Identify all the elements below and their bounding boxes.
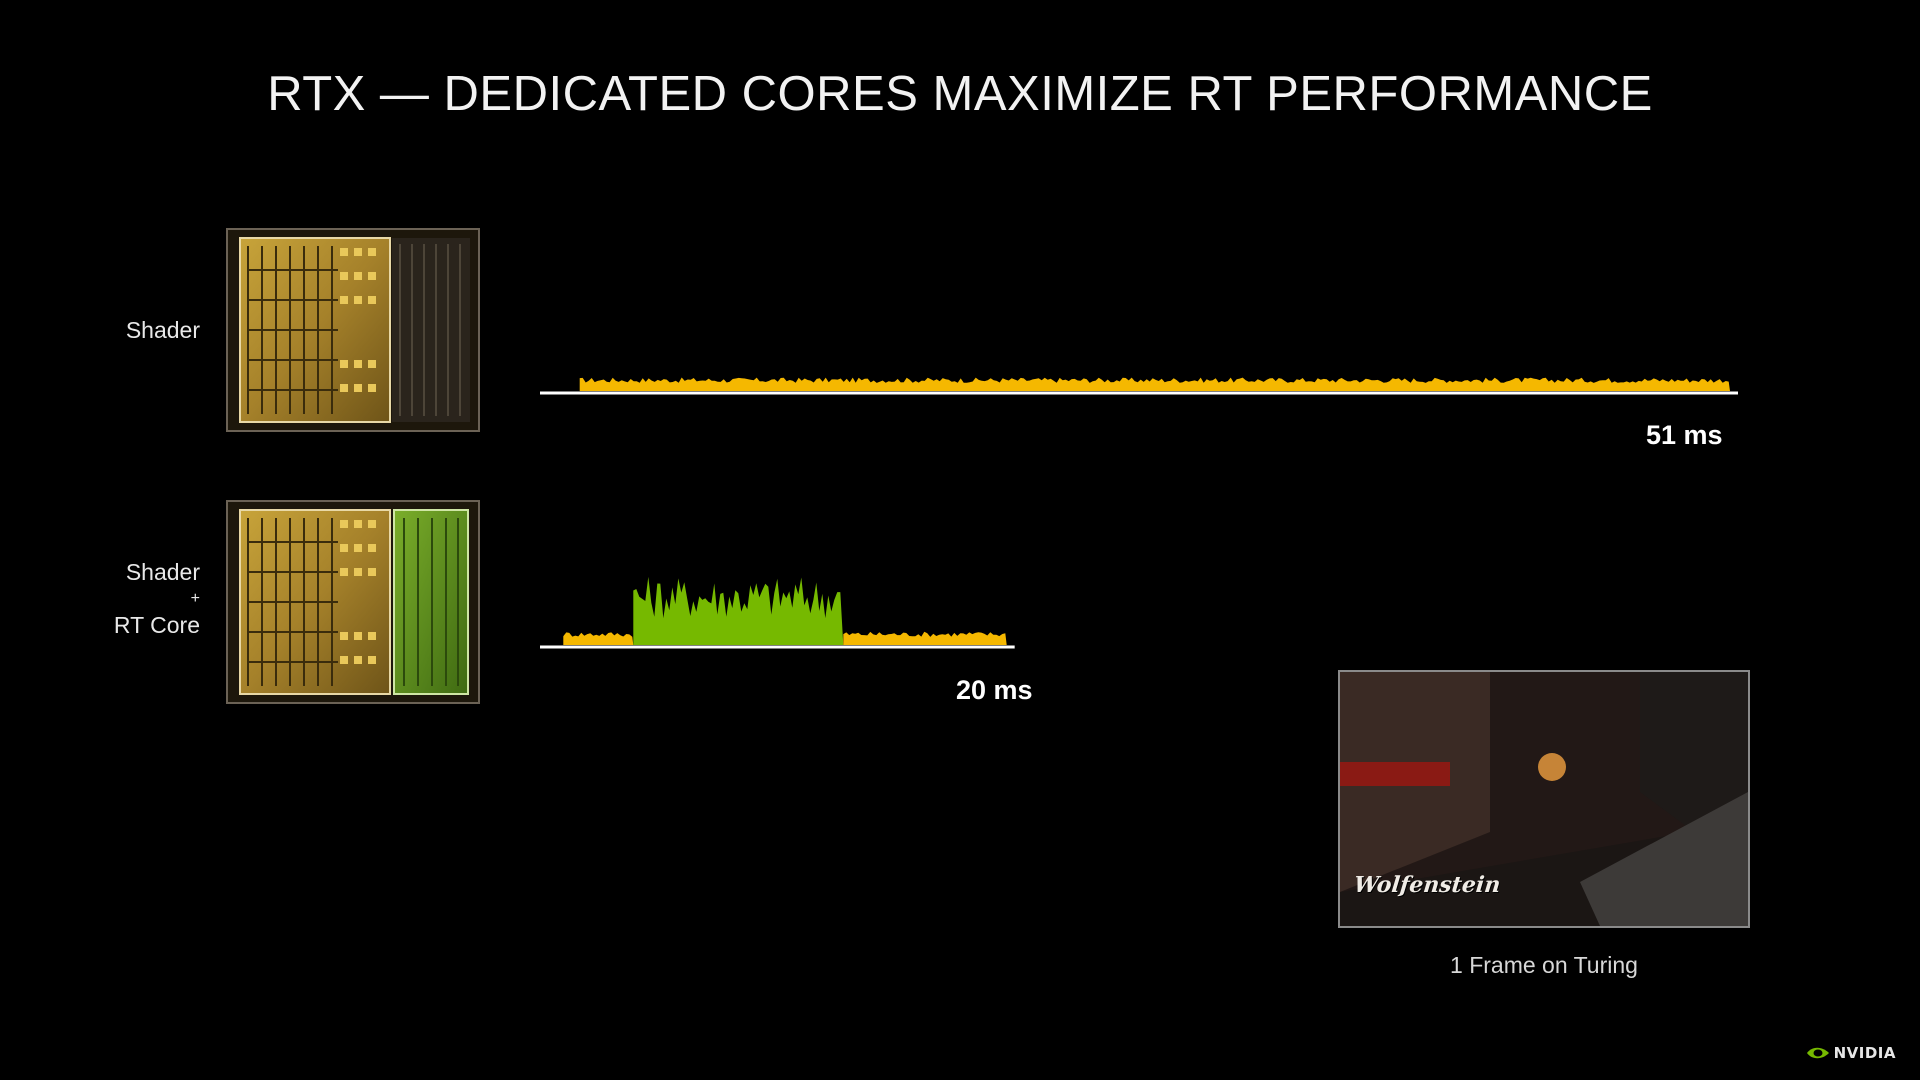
game-scene-image bbox=[1340, 672, 1748, 926]
row-label-line: + bbox=[190, 590, 200, 607]
shader-workload-area bbox=[843, 631, 1007, 645]
gpu-die-image bbox=[228, 230, 478, 430]
row-label-line: Shader bbox=[125, 317, 200, 343]
nvidia-eye-icon bbox=[1806, 1047, 1829, 1059]
rt-core-workload-area bbox=[633, 576, 844, 645]
frame-caption: 1 Frame on Turing bbox=[1450, 952, 1638, 978]
duration-label-shader: 51 ms bbox=[1646, 420, 1723, 450]
game-logo: Wolfenstein bbox=[1352, 872, 1502, 898]
duration-label-shader-rt: 20 ms bbox=[956, 675, 1033, 705]
gpu-die-shader-rt bbox=[226, 500, 480, 704]
slide-title: RTX — DEDICATED CORES MAXIMIZE RT PERFOR… bbox=[267, 67, 1653, 121]
shader-workload-area bbox=[579, 377, 1731, 391]
row-label-line: RT Core bbox=[113, 612, 200, 638]
gpu-die-shader-only bbox=[226, 228, 480, 432]
row-label-shader: Shader bbox=[40, 316, 200, 345]
game-screenshot: Wolfenstein bbox=[1338, 670, 1750, 928]
shader-workload-area bbox=[563, 632, 634, 645]
nvidia-brand: NVIDIA bbox=[1806, 1044, 1896, 1062]
brand-name: NVIDIA bbox=[1833, 1044, 1896, 1062]
gpu-die-image bbox=[228, 502, 478, 702]
row-label-line: Shader bbox=[125, 559, 200, 585]
row-label-shader-rt: Shader + RT Core bbox=[40, 558, 200, 640]
